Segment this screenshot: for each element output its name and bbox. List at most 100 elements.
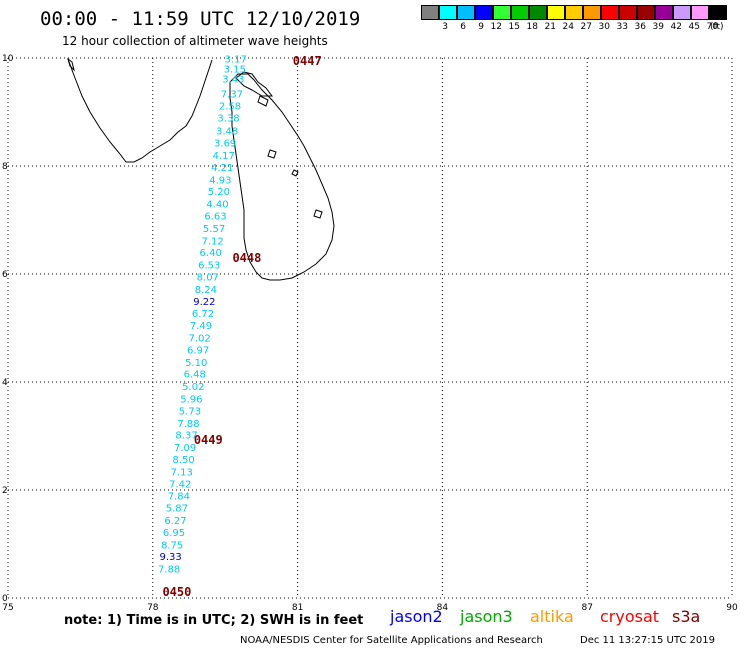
color-scale-label: 3 <box>442 22 448 32</box>
island-3 <box>291 169 299 177</box>
page-subtitle: 12 hour collection of altimeter wave hei… <box>62 34 328 48</box>
time-label: 0448 <box>232 251 261 265</box>
color-scale-label: 21 <box>544 22 556 32</box>
color-swatch <box>457 5 475 20</box>
x-tick-label: 84 <box>437 603 449 613</box>
wave-height-label: 6.97 <box>187 345 209 356</box>
wave-height-label: 3.17 <box>225 54 247 65</box>
color-swatch <box>565 5 583 20</box>
time-labels: 0447 0448 0449 0450 <box>162 54 321 599</box>
india-coastline <box>67 58 213 163</box>
wave-height-label: 7.02 <box>188 334 210 345</box>
color-swatch <box>421 5 439 20</box>
wave-height-label: 7.88 <box>177 419 199 430</box>
color-swatch <box>601 5 619 20</box>
x-tick-label: 81 <box>292 603 303 613</box>
wave-height-label: 8.75 <box>161 540 183 551</box>
mission-s3a: s3a <box>672 607 701 626</box>
island-5 <box>67 57 75 72</box>
color-swatch <box>619 5 637 20</box>
wave-height-label: 7.37 <box>221 89 243 100</box>
wave-height-label: 8.37 <box>175 431 197 442</box>
wave-height-label: 8.50 <box>173 455 195 466</box>
color-scale-label: 12 <box>490 22 502 32</box>
y-tick-label: 6 <box>2 270 8 280</box>
color-scale-label: 42 <box>670 22 682 32</box>
wave-height-label: 6.63 <box>204 211 226 222</box>
wave-height-label: 3.48 <box>216 127 238 138</box>
color-swatch <box>529 5 547 20</box>
y-tick-label: 2 <box>2 486 8 496</box>
y-tick-label: 10 <box>2 54 14 64</box>
wave-height-label: 4.40 <box>206 200 228 211</box>
time-label: 0447 <box>293 54 322 68</box>
color-scale-label: 6 <box>460 22 466 32</box>
wave-height-label: 5.10 <box>185 358 207 369</box>
wave-height-label: 2.58 <box>219 101 241 112</box>
color-scale-label: 15 <box>508 22 520 32</box>
wave-height-label: 6.48 <box>184 370 206 381</box>
island-2 <box>267 149 277 159</box>
color-scale-label: 39 <box>652 22 664 32</box>
color-swatch <box>439 5 457 20</box>
color-scale-label: 70 <box>706 22 718 32</box>
wave-height-label: 3.69 <box>214 139 236 150</box>
footer-note: note: 1) Time is in UTC; 2) SWH is in fe… <box>64 613 364 628</box>
mission-jason2: jason2 <box>390 607 443 626</box>
color-swatch <box>637 5 655 20</box>
color-scale-label: 9 <box>478 22 484 32</box>
x-tick-label: 87 <box>581 603 592 613</box>
y-tick-label: 8 <box>2 162 8 172</box>
axis-labels: 75 78 81 84 87 90 0 2 4 6 8 10 <box>2 54 738 613</box>
color-swatch <box>655 5 673 20</box>
wave-height-label: 7.13 <box>171 467 193 478</box>
color-swatch <box>547 5 565 20</box>
color-scale-label: 18 <box>526 22 538 32</box>
island-1 <box>257 95 269 107</box>
x-tick-label: 78 <box>147 603 159 613</box>
wave-height-label: 5.87 <box>166 504 188 515</box>
wave-height-label: 5.57 <box>203 224 225 235</box>
x-tick-label: 90 <box>726 603 738 613</box>
sri-lanka-coastline <box>229 73 335 281</box>
wave-height-label: 7.09 <box>174 443 196 454</box>
y-tick-label: 4 <box>2 378 8 388</box>
credit-text: NOAA/NESDIS Center for Satellite Applica… <box>240 635 543 646</box>
wave-height-label: 7.49 <box>190 321 212 332</box>
y-tick-label: 0 <box>2 594 8 604</box>
wave-height-label: 8.07 <box>197 272 219 283</box>
altimeter-track: 3.173.153.43 7.372.58 3.38 3.483.694.174.21… <box>158 54 247 575</box>
time-label: 0450 <box>162 585 191 599</box>
wave-height-label: 4.17 <box>213 151 235 162</box>
wave-height-label: 9.22 <box>193 297 215 308</box>
mission-jason3: jason3 <box>460 607 513 626</box>
mission-altika: altika <box>530 607 574 626</box>
mission-cryosat: cryosat <box>600 607 660 626</box>
color-scale-labels: 3 6 9 12 15 18 21 24 27 30 33 36 39 42 45 70 <box>421 22 718 34</box>
wave-height-label: 6.40 <box>200 248 222 259</box>
color-swatch <box>691 5 709 20</box>
wave-height-label: 4.21 <box>211 163 233 174</box>
color-swatch <box>583 5 601 20</box>
color-swatch <box>673 5 691 20</box>
x-tick-label: 75 <box>2 603 13 613</box>
time-label: 0449 <box>194 433 223 447</box>
wave-height-label: 3.43 <box>222 74 244 85</box>
color-scale-label: 45 <box>688 22 700 32</box>
color-scale <box>421 5 727 21</box>
color-scale-label: 24 <box>562 22 574 32</box>
coastline <box>67 57 335 281</box>
wave-height-label: 6.27 <box>164 516 186 527</box>
wave-height-label: 7.88 <box>158 565 180 576</box>
wave-height-label: 6.53 <box>198 261 220 272</box>
color-scale-unit: (ft) <box>710 22 724 32</box>
wave-height-label: 5.73 <box>179 406 201 417</box>
page-title: 00:00 - 11:59 UTC 12/10/2019 <box>40 8 361 30</box>
color-swatch <box>511 5 529 20</box>
wave-height-label: 7.84 <box>168 492 190 503</box>
color-swatch <box>709 5 727 20</box>
color-scale-label: 36 <box>634 22 646 32</box>
wave-height-label: 5.20 <box>208 187 230 198</box>
wave-height-label: 6.72 <box>192 309 214 320</box>
wave-height-label: 5.96 <box>180 395 202 406</box>
